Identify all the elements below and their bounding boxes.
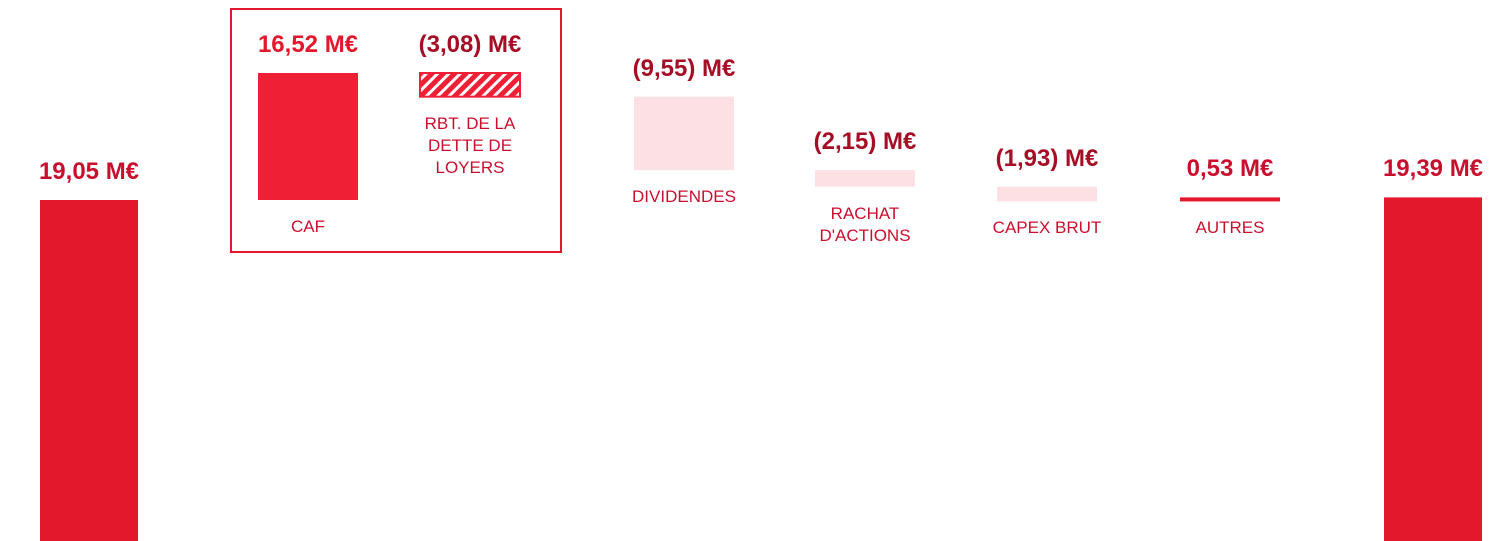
bar xyxy=(40,200,138,541)
category-label: RBT. DE LA DETTE DE LOYERS xyxy=(424,113,516,177)
category-label: DIVIDENDES xyxy=(632,187,736,207)
value-label: 0,53 M€ xyxy=(1186,155,1274,183)
category-label: RACHAT D'ACTIONS xyxy=(819,203,911,245)
value-label: (2,15) M€ xyxy=(813,128,917,156)
category-label: AUTRES xyxy=(1195,218,1265,238)
bar xyxy=(258,73,358,200)
value-label: 19,05 M€ xyxy=(38,158,140,185)
category-label: CAF xyxy=(291,217,325,236)
bar xyxy=(1384,197,1482,541)
value-label: 19,39 M€ xyxy=(1382,155,1484,183)
value-label: (1,93) M€ xyxy=(995,144,1099,172)
value-label: 16,52 M€ xyxy=(257,31,359,58)
bar xyxy=(997,186,1097,202)
bar xyxy=(634,96,734,171)
bar xyxy=(815,170,915,187)
value-label: (3,08) M€ xyxy=(418,31,522,58)
value-label: (9,55) M€ xyxy=(632,54,736,82)
category-label: CAPEX BRUT xyxy=(992,218,1102,238)
bar xyxy=(419,72,521,98)
bar xyxy=(1180,197,1280,202)
highlight-box xyxy=(230,8,562,253)
